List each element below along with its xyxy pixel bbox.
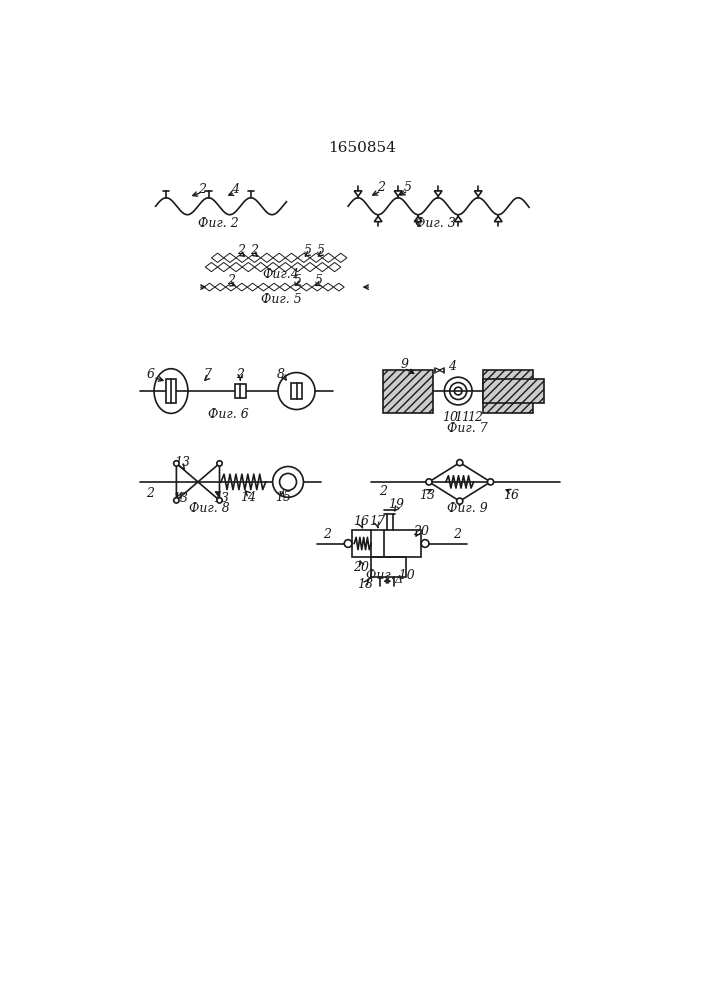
Text: 7: 7 <box>204 368 212 381</box>
Text: 13: 13 <box>419 489 435 502</box>
Text: Фиг.4: Фиг.4 <box>263 267 300 280</box>
Text: 2: 2 <box>452 528 461 541</box>
Text: 16: 16 <box>354 515 369 528</box>
Circle shape <box>455 387 462 395</box>
Text: Фиг. 7: Фиг. 7 <box>447 422 488 434</box>
Text: 6: 6 <box>146 368 154 381</box>
Circle shape <box>421 540 429 547</box>
Circle shape <box>174 498 179 503</box>
Text: 5: 5 <box>304 244 312 257</box>
Circle shape <box>450 383 467 400</box>
Text: 13: 13 <box>213 492 229 505</box>
Text: 20: 20 <box>354 561 369 574</box>
Circle shape <box>278 373 315 410</box>
Bar <box>235 384 246 398</box>
Bar <box>483 370 533 413</box>
Text: 4: 4 <box>231 183 239 196</box>
Text: 2: 2 <box>227 274 235 287</box>
Circle shape <box>273 466 303 497</box>
Text: Δ: Δ <box>394 575 402 585</box>
Circle shape <box>279 473 296 490</box>
Text: 2: 2 <box>378 181 385 194</box>
Text: 2: 2 <box>379 485 387 498</box>
Bar <box>165 379 176 403</box>
Text: 20: 20 <box>414 525 429 538</box>
Text: 4: 4 <box>448 360 456 373</box>
Text: 2: 2 <box>237 244 245 257</box>
Text: 2: 2 <box>236 368 245 381</box>
Text: 2: 2 <box>198 183 206 196</box>
Circle shape <box>426 479 432 485</box>
Text: 5: 5 <box>404 181 412 194</box>
Text: 19: 19 <box>389 498 404 512</box>
Bar <box>291 383 302 399</box>
Text: 11: 11 <box>454 411 470 424</box>
Circle shape <box>487 479 493 485</box>
Text: Фиг. 5: Фиг. 5 <box>261 293 301 306</box>
Text: Фиг. 3: Фиг. 3 <box>415 217 455 230</box>
Circle shape <box>444 377 472 405</box>
Text: 16: 16 <box>503 489 520 502</box>
Text: Фиг. 2: Фиг. 2 <box>199 217 239 230</box>
Text: 5: 5 <box>294 274 302 287</box>
Text: 5: 5 <box>315 274 323 287</box>
Bar <box>352 530 421 557</box>
Text: 12: 12 <box>467 411 483 424</box>
Text: 17: 17 <box>369 515 385 528</box>
Bar <box>371 557 406 577</box>
Circle shape <box>457 460 463 466</box>
Bar <box>382 370 433 413</box>
Text: 9: 9 <box>400 358 409 371</box>
Bar <box>483 379 544 403</box>
Text: 2: 2 <box>146 487 154 500</box>
Text: Фиг. 6: Фиг. 6 <box>209 408 249 421</box>
Text: 5: 5 <box>317 244 325 257</box>
Text: Фиг. 9: Фиг. 9 <box>447 502 488 515</box>
Text: 2: 2 <box>323 528 332 541</box>
Text: 8: 8 <box>277 368 285 381</box>
Text: 15: 15 <box>274 491 291 504</box>
Text: 1650854: 1650854 <box>328 141 396 155</box>
Text: 13: 13 <box>173 492 188 505</box>
Text: 2: 2 <box>250 244 258 257</box>
Text: 13: 13 <box>175 456 191 469</box>
Text: Фиг. 8: Фиг. 8 <box>189 502 230 515</box>
Circle shape <box>457 498 463 504</box>
Circle shape <box>174 461 179 466</box>
Circle shape <box>217 461 222 466</box>
Text: 14: 14 <box>240 491 256 504</box>
Text: 10: 10 <box>443 411 459 424</box>
Circle shape <box>344 540 352 547</box>
Text: 18: 18 <box>357 578 373 591</box>
Text: Фиг. 10: Фиг. 10 <box>366 569 415 582</box>
Circle shape <box>217 498 222 503</box>
